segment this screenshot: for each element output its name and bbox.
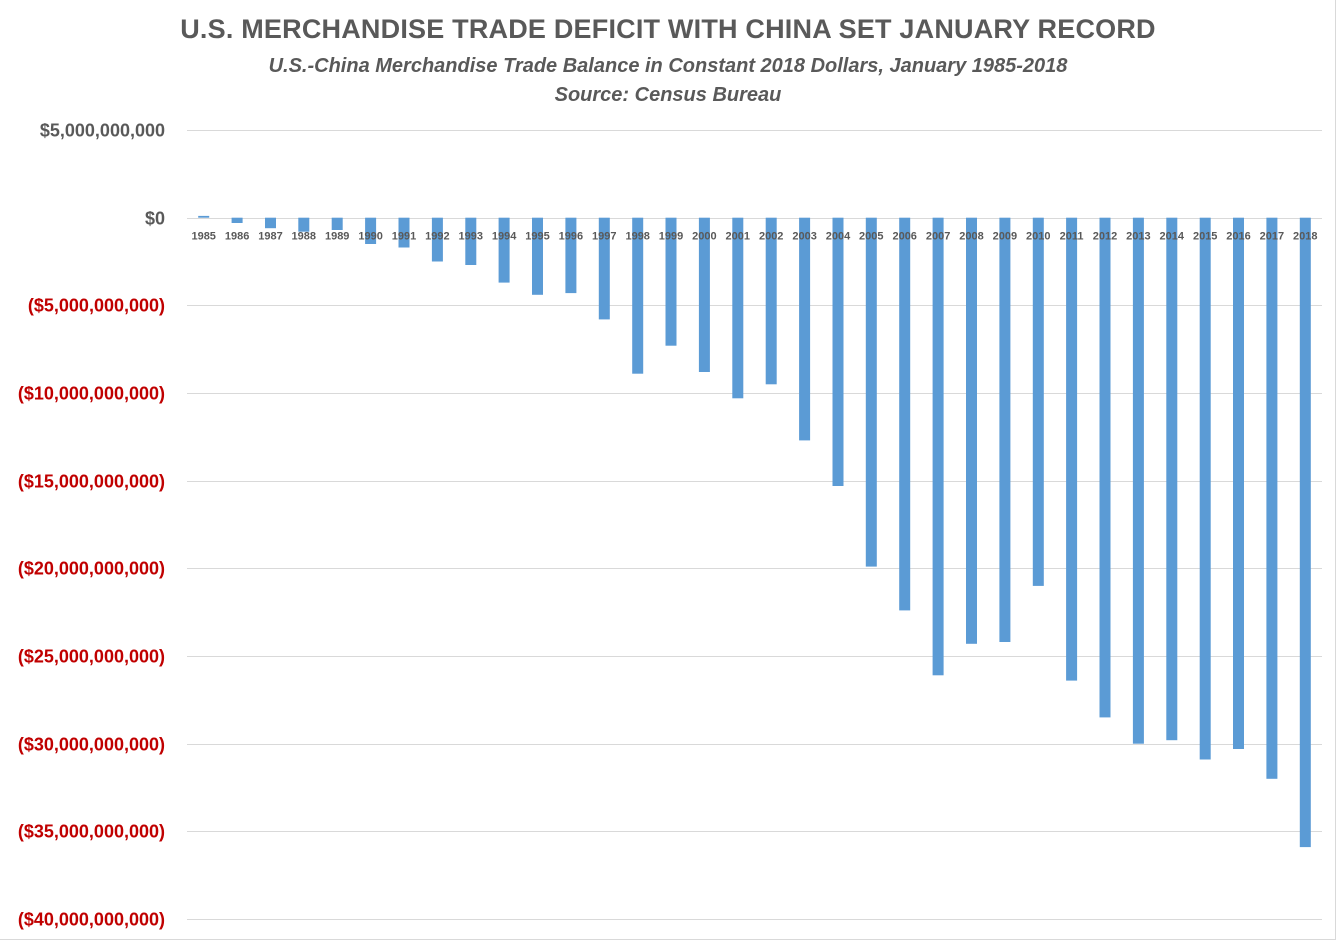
x-tick-label: 1987 xyxy=(258,231,282,243)
x-tick-label: 1998 xyxy=(625,231,649,243)
x-tick-label: 2003 xyxy=(792,231,816,243)
y-tick-label: ($15,000,000,000) xyxy=(18,472,165,492)
x-tick-label: 1986 xyxy=(225,231,249,243)
y-axis-ticks: $5,000,000,000 $0 ($5,000,000,000) ($10,000… xyxy=(18,121,165,930)
bar-1998 xyxy=(632,217,644,374)
bar-2017 xyxy=(1266,217,1278,779)
bar-2000 xyxy=(698,217,710,372)
x-tick-label: 2002 xyxy=(759,231,783,243)
x-tick-label: 1994 xyxy=(492,231,517,243)
x-axis-ticks: 1985 1986 1987 1988 1989 1990 1991 1992 1993 1994… xyxy=(191,231,1317,243)
y-tick-label: ($35,000,000,000) xyxy=(18,822,165,842)
x-tick-label: 2012 xyxy=(1093,231,1117,243)
bar-2003 xyxy=(799,217,811,441)
gridlines xyxy=(187,130,1322,920)
bar-2002 xyxy=(765,217,777,385)
y-tick-label: $0 xyxy=(145,209,165,229)
x-tick-label: 1989 xyxy=(325,231,349,243)
bar-2009 xyxy=(999,217,1011,642)
bar-2012 xyxy=(1099,217,1111,718)
bar-1991 xyxy=(398,217,410,248)
x-tick-label: 1990 xyxy=(358,231,382,243)
x-tick-label: 1995 xyxy=(525,231,549,243)
bar-1988 xyxy=(298,217,310,232)
bar-2006 xyxy=(899,217,911,611)
bar-1999 xyxy=(665,217,677,346)
x-tick-label: 1988 xyxy=(292,231,316,243)
x-tick-label: 1997 xyxy=(592,231,616,243)
x-tick-label: 2005 xyxy=(859,231,883,243)
x-tick-label: 2017 xyxy=(1260,231,1284,243)
x-tick-label: 1993 xyxy=(459,231,483,243)
y-tick-label: ($25,000,000,000) xyxy=(18,647,165,667)
x-tick-label: 2014 xyxy=(1160,231,1185,243)
bar-2016 xyxy=(1233,217,1244,749)
bar-2004 xyxy=(832,217,844,486)
bar-2013 xyxy=(1132,217,1144,744)
y-tick-label: ($40,000,000,000) xyxy=(18,910,165,930)
y-tick-label: ($10,000,000,000) xyxy=(18,384,165,404)
x-tick-label: 2016 xyxy=(1226,231,1250,243)
bar-2008 xyxy=(966,217,977,644)
bar-2005 xyxy=(865,217,877,567)
bar-2001 xyxy=(732,217,744,399)
x-tick-label: 2007 xyxy=(926,231,950,243)
bar-1992 xyxy=(431,217,443,262)
x-tick-label: 2011 xyxy=(1060,231,1084,243)
chart-source: Source: Census Bureau xyxy=(554,84,782,106)
bar-1989 xyxy=(331,217,343,230)
x-tick-label: 1992 xyxy=(425,231,449,243)
x-tick-label: 1985 xyxy=(191,231,215,243)
bar-1993 xyxy=(465,217,477,265)
bars xyxy=(198,215,1311,848)
x-tick-label: 2018 xyxy=(1293,231,1317,243)
x-tick-label: 2008 xyxy=(959,231,983,243)
chart-title: U.S. MERCHANDISE TRADE DEFICIT WITH CHIN… xyxy=(180,14,1156,44)
x-tick-label: 1999 xyxy=(659,231,683,243)
x-tick-label: 2001 xyxy=(726,231,750,243)
bar-2010 xyxy=(1032,217,1044,586)
x-tick-label: 2015 xyxy=(1193,231,1217,243)
bar-1994 xyxy=(498,217,510,283)
y-tick-label: ($20,000,000,000) xyxy=(18,559,165,579)
x-tick-label: 2010 xyxy=(1026,231,1050,243)
chart-subtitle: U.S.-China Merchandise Trade Balance in … xyxy=(268,55,1068,77)
bar-1995 xyxy=(532,217,543,295)
bar-1990 xyxy=(365,217,377,244)
bar-1985 xyxy=(198,215,210,218)
bar-2015 xyxy=(1199,217,1211,760)
x-tick-label: 2009 xyxy=(993,231,1017,243)
bar-2007 xyxy=(932,217,944,676)
y-tick-label: $5,000,000,000 xyxy=(40,121,165,141)
bar-2011 xyxy=(1066,217,1078,681)
x-tick-label: 1996 xyxy=(559,231,583,243)
x-tick-label: 2004 xyxy=(826,231,851,243)
bar-2018 xyxy=(1299,217,1311,848)
x-tick-label: 2013 xyxy=(1126,231,1150,243)
bar-1996 xyxy=(565,217,577,294)
bar-1986 xyxy=(231,217,243,223)
bar-2014 xyxy=(1166,217,1178,741)
y-tick-label: ($30,000,000,000) xyxy=(18,735,165,755)
bar-1987 xyxy=(265,217,276,229)
x-tick-label: 1991 xyxy=(392,231,416,243)
x-tick-label: 2006 xyxy=(892,231,916,243)
y-tick-label: ($5,000,000,000) xyxy=(28,296,165,316)
bar-1997 xyxy=(598,217,610,320)
x-tick-label: 2000 xyxy=(692,231,716,243)
